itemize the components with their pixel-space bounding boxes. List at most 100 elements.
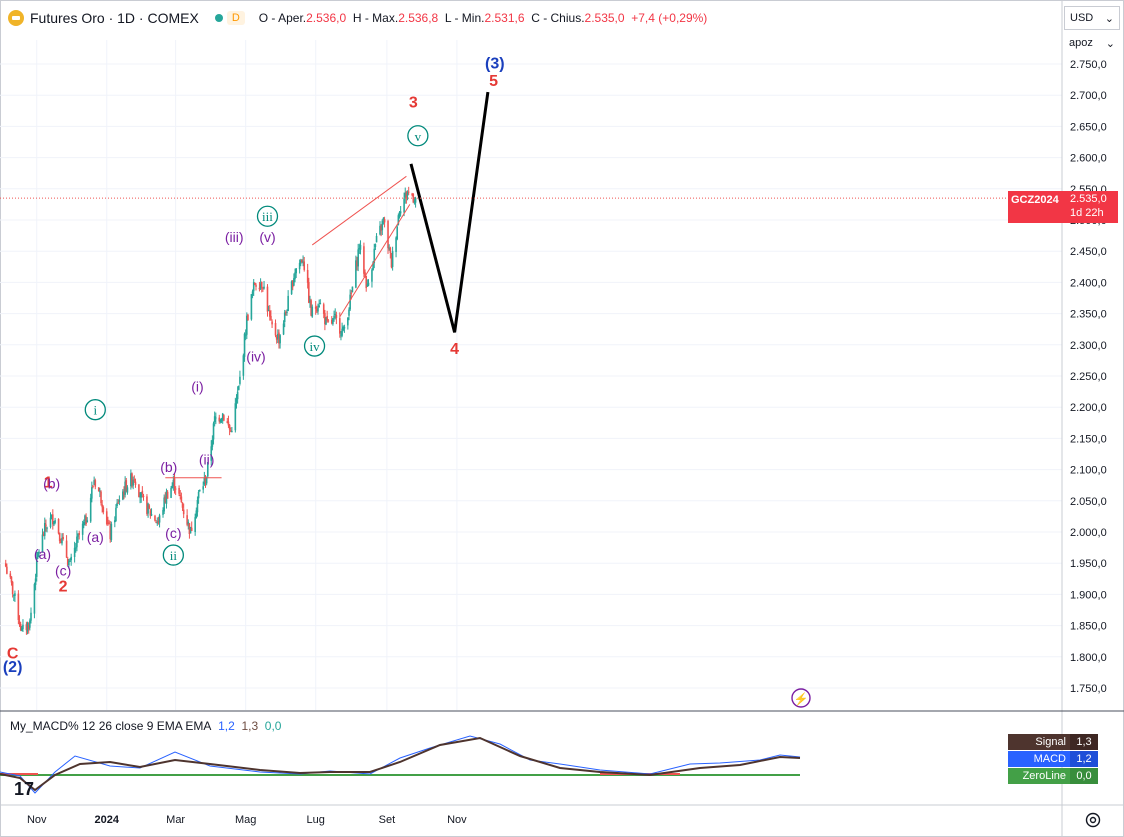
- candle-body: [60, 541, 62, 544]
- candle-body: [260, 281, 263, 288]
- candle-body: [267, 309, 270, 311]
- wave-label-circle: [84, 399, 106, 421]
- candle-body: [218, 417, 221, 422]
- candle-body: [69, 560, 71, 562]
- candle-body: [381, 220, 384, 231]
- candle-body: [61, 537, 63, 544]
- candle-body: [210, 446, 213, 461]
- candle-body: [9, 573, 12, 578]
- candle-body: [150, 514, 153, 516]
- candle-body: [97, 487, 100, 492]
- candle-body: [316, 309, 318, 312]
- open-value: 2.536,0: [306, 11, 347, 25]
- candle-body: [350, 292, 353, 294]
- candle-body: [147, 503, 149, 514]
- candle-body: [133, 479, 136, 481]
- candle-body: [334, 313, 337, 315]
- price-tick-label: 1.750,0: [1070, 683, 1107, 695]
- candle-body: [234, 403, 237, 431]
- candle-body: [172, 479, 175, 486]
- price-tick-label: 1.900,0: [1070, 589, 1107, 601]
- macd-tag-value: 1,2: [1070, 751, 1098, 767]
- candle-body: [285, 311, 287, 313]
- projection-path: [409, 91, 490, 333]
- candle-body: [342, 326, 345, 331]
- candle-body: [45, 524, 47, 527]
- candle-body: [231, 431, 233, 433]
- wave-label: (a): [87, 529, 104, 545]
- candle-body: [219, 420, 222, 422]
- candle-body: [414, 197, 417, 203]
- candle-body: [17, 593, 20, 621]
- interval-badge[interactable]: D: [226, 11, 245, 25]
- candle-body: [220, 418, 223, 422]
- candle-body: [229, 430, 232, 432]
- candle-body: [146, 496, 148, 514]
- candle-body: [203, 477, 206, 485]
- candle-body: [100, 491, 102, 504]
- candle-body: [279, 335, 281, 344]
- candle-body: [398, 212, 401, 217]
- wedge-lower-line: [339, 204, 411, 317]
- wave-label: (v): [259, 229, 275, 245]
- candle-body: [91, 487, 93, 499]
- candle-body: [140, 492, 143, 498]
- price-axis[interactable]: 2.750,02.700,02.650,02.600,02.550,02.500…: [1070, 59, 1107, 695]
- candle-body: [110, 523, 113, 540]
- candle-body: [349, 294, 351, 310]
- candle-body: [126, 487, 129, 493]
- wave-label: ii: [170, 548, 178, 563]
- candle-body: [181, 502, 184, 508]
- candle-body: [311, 306, 314, 317]
- candle-body: [389, 247, 392, 253]
- candle-body: [314, 306, 317, 309]
- settings-gear-icon[interactable]: [1084, 811, 1102, 829]
- low-value: 2.531,6: [484, 11, 525, 25]
- candle-body: [157, 521, 160, 523]
- candle-body: [37, 551, 39, 558]
- candle-body: [223, 415, 225, 421]
- scale-mode-select[interactable]: apoz ⌄: [1064, 33, 1120, 53]
- candle-body: [94, 480, 97, 487]
- candle-body: [322, 304, 325, 314]
- candle-body: [142, 495, 145, 497]
- candle-body: [365, 275, 368, 289]
- candle-body: [58, 532, 61, 542]
- candle-body: [206, 462, 209, 477]
- candle-body: [166, 491, 169, 499]
- candle-body: [18, 621, 21, 625]
- candle-body: [243, 333, 246, 357]
- candles: [4, 186, 417, 635]
- candle-body: [52, 514, 54, 525]
- wave-label-circle: [303, 335, 326, 357]
- price-tick-label: 2.300,0: [1070, 340, 1107, 352]
- candle-body: [340, 334, 342, 336]
- candle-body: [356, 261, 358, 266]
- time-tick-label: 2024: [95, 814, 120, 826]
- candle-body: [380, 225, 382, 231]
- candle-body: [359, 244, 362, 250]
- candle-body: [30, 612, 32, 621]
- candle-body: [258, 287, 261, 290]
- ohlc-readout: O - Aper.2.536,0 H - Max.2.536,8 L - Min…: [259, 11, 708, 25]
- candle-body: [164, 496, 167, 503]
- candle-body: [326, 315, 328, 321]
- candle-body: [186, 515, 188, 525]
- candle-body: [396, 226, 399, 240]
- candle-body: [399, 211, 402, 214]
- close-value: 2.535,0: [584, 11, 625, 25]
- candle-body: [228, 424, 231, 430]
- lightning-icon: [791, 688, 811, 708]
- price-tick-label: 2.450,0: [1070, 246, 1107, 258]
- candle-body: [187, 521, 190, 525]
- macd-legend[interactable]: My_MACD% 12 26 close 9 EMA EMA 1,2 1,3 0…: [10, 719, 281, 733]
- time-axis[interactable]: Nov 2024 Mar Mag Lug Set Nov: [27, 814, 467, 826]
- candle-body: [355, 260, 357, 288]
- symbol-title[interactable]: Futures Oro · 1D · COMEX: [30, 10, 199, 26]
- high-value: 2.536,8: [398, 11, 439, 25]
- candle-body: [274, 323, 277, 336]
- currency-select[interactable]: USD ⌄: [1064, 6, 1120, 30]
- candle-body: [263, 286, 265, 289]
- candle-body: [303, 261, 306, 270]
